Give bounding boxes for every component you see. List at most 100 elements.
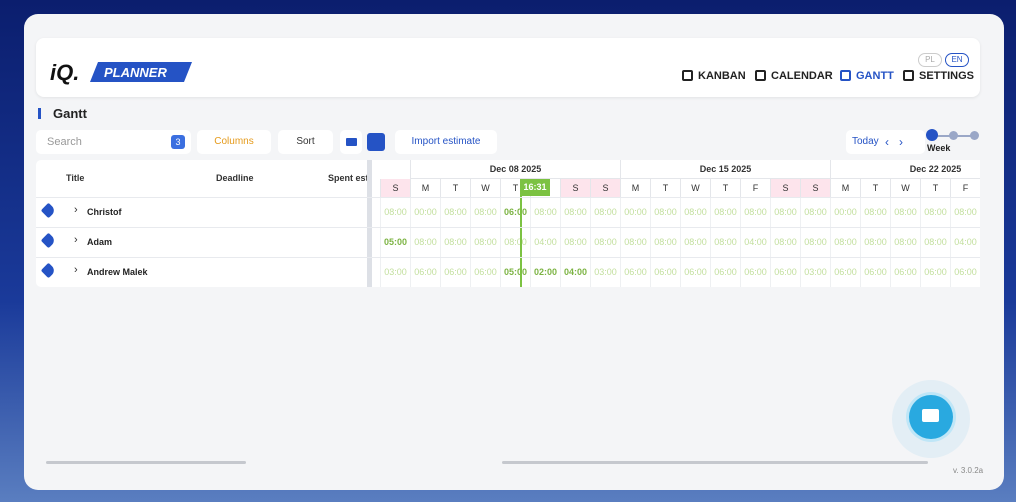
- nav-icon[interactable]: [840, 70, 851, 81]
- day-header: T: [440, 179, 470, 197]
- hours-cell: 08:00: [530, 197, 560, 227]
- nav-icon[interactable]: [755, 70, 766, 81]
- hours-cell: 08:00: [680, 197, 710, 227]
- scrollbar-right[interactable]: [502, 461, 928, 464]
- hours-cell: 02:00: [530, 257, 560, 287]
- hours-cell: 06:00: [920, 257, 950, 287]
- hours-cell: 08:00: [890, 227, 920, 257]
- now-line: [520, 179, 522, 287]
- hours-cell: 06:00: [500, 197, 530, 227]
- hours-cell: 08:00: [620, 227, 650, 257]
- user-button[interactable]: [367, 133, 385, 151]
- splitter: [367, 160, 372, 287]
- sort-button[interactable]: Sort: [278, 130, 333, 154]
- hours-cell: 06:00: [830, 257, 860, 287]
- hours-cell: 03:00: [800, 257, 830, 287]
- column-header: Title: [66, 173, 85, 183]
- day-header: S: [380, 179, 410, 197]
- hours-cell: 06:00: [710, 257, 740, 287]
- zoom-dot[interactable]: [970, 131, 979, 140]
- hours-cell: 06:00: [680, 257, 710, 287]
- version: v. 3.0.2a: [953, 466, 984, 475]
- import-button[interactable]: Import estimate: [395, 130, 497, 154]
- day-header: S: [770, 179, 800, 197]
- hours-cell: 08:00: [800, 197, 830, 227]
- hours-cell: 08:00: [740, 197, 770, 227]
- hours-cell: 08:00: [860, 227, 890, 257]
- now-badge: 16:31: [520, 179, 550, 196]
- column-header: Deadline: [216, 173, 254, 183]
- hours-cell: 08:00: [800, 227, 830, 257]
- nav-link[interactable]: KANBAN: [698, 70, 746, 82]
- expand-arrow[interactable]: ›: [74, 234, 78, 246]
- scrollbar-left[interactable]: [46, 461, 246, 464]
- day-header: F: [740, 179, 770, 197]
- day-header: W: [890, 179, 920, 197]
- hours-cell: 08:00: [890, 197, 920, 227]
- hours-cell: 05:00: [500, 257, 530, 287]
- week-cell: Dec 15 2025: [620, 160, 830, 179]
- logo: iQ. PLANNER: [50, 60, 192, 85]
- hours-cell: 08:00: [710, 227, 740, 257]
- nav-link[interactable]: SETTINGS: [919, 70, 975, 82]
- hours-cell: 03:00: [380, 257, 410, 287]
- hours-cell: 08:00: [920, 197, 950, 227]
- language-toggle[interactable]: EN: [945, 53, 969, 67]
- hours-cell: 08:00: [410, 227, 440, 257]
- day-header: M: [830, 179, 860, 197]
- zoom-label: Week: [927, 143, 951, 153]
- nav-link[interactable]: CALENDAR: [771, 70, 833, 82]
- hours-cell: 08:00: [470, 197, 500, 227]
- search-placeholder: Search: [47, 136, 82, 148]
- table-panel: [36, 160, 367, 287]
- hours-cell: 08:00: [770, 227, 800, 257]
- day-header: W: [470, 179, 500, 197]
- chat-icon: [922, 409, 939, 422]
- day-header: T: [860, 179, 890, 197]
- title-icon: [38, 108, 49, 119]
- hours-cell: 08:00: [560, 227, 590, 257]
- zoom-dot[interactable]: [949, 131, 958, 140]
- week-cell: Dec 08 2025: [410, 160, 620, 179]
- nav-icon[interactable]: [682, 70, 693, 81]
- hours-cell: 08:00: [560, 197, 590, 227]
- zoom-dot[interactable]: [926, 129, 938, 141]
- hours-cell: 06:00: [770, 257, 800, 287]
- nav-icon[interactable]: [903, 70, 914, 81]
- hours-cell: 06:00: [650, 257, 680, 287]
- hours-cell: 08:00: [590, 197, 620, 227]
- hours-cell: 06:00: [470, 257, 500, 287]
- hours-cell: 08:00: [650, 227, 680, 257]
- hours-cell: 08:00: [860, 197, 890, 227]
- column-header: Spent est: [328, 173, 369, 183]
- language-toggle[interactable]: PL: [918, 53, 942, 67]
- hours-cell: 04:00: [740, 227, 770, 257]
- hours-cell: 04:00: [950, 227, 980, 257]
- nav-link[interactable]: GANTT: [856, 70, 894, 82]
- hours-cell: 08:00: [440, 227, 470, 257]
- expand-arrow[interactable]: ›: [74, 264, 78, 276]
- header: [36, 38, 980, 97]
- search-box[interactable]: [36, 130, 191, 154]
- day-header: M: [410, 179, 440, 197]
- day-header: W: [680, 179, 710, 197]
- columns-button[interactable]: Columns: [197, 130, 271, 154]
- day-header: F: [950, 179, 980, 197]
- count-badge: 3: [171, 135, 185, 149]
- row-line: [36, 257, 980, 258]
- expand-arrow[interactable]: ›: [74, 204, 78, 216]
- hours-cell: 08:00: [770, 197, 800, 227]
- hours-cell: 08:00: [950, 197, 980, 227]
- day-header: M: [620, 179, 650, 197]
- hours-cell: 08:00: [710, 197, 740, 227]
- hours-cell: 08:00: [830, 227, 860, 257]
- nav-arrows: ‹›: [885, 135, 913, 149]
- day-header: S: [560, 179, 590, 197]
- folder-icon: [346, 138, 357, 146]
- row-title: Adam: [87, 237, 113, 247]
- today-button[interactable]: Today: [846, 130, 925, 154]
- hours-cell: 08:00: [500, 227, 530, 257]
- hours-cell: 05:00: [380, 227, 410, 257]
